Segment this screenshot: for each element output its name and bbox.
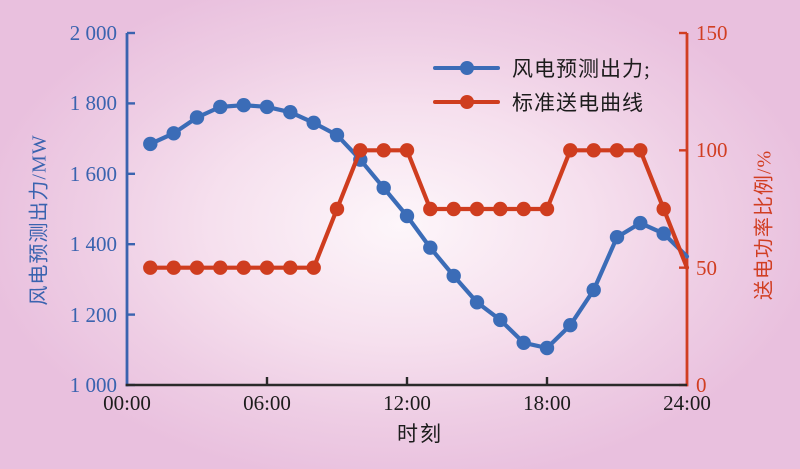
- x-axis-tick-label: 18:00: [523, 391, 571, 415]
- wind-forecast-point: [306, 115, 321, 130]
- standard-curve-point: [259, 260, 275, 275]
- wind-forecast-point: [376, 180, 391, 196]
- x-axis-tick-label: 00:00: [103, 391, 151, 415]
- wind-forecast-point: [586, 282, 601, 298]
- wind-forecast-point: [539, 340, 555, 356]
- right-axis-tick-label: 0: [696, 373, 707, 397]
- standard-curve-point: [586, 143, 601, 158]
- legend: 风电预测出力; 标准送电曲线: [433, 51, 651, 119]
- wind-forecast-point: [259, 99, 275, 115]
- standard-curve-legend-label: 标准送电曲线: [512, 91, 644, 115]
- standard-curve-point: [143, 260, 158, 275]
- left-axis-tick-label: 1 400: [69, 232, 117, 257]
- standard-curve-point: [493, 201, 508, 217]
- right-axis-tick-label: 50: [696, 255, 717, 280]
- standard-curve-point: [376, 143, 391, 158]
- left-axis-tick-label: 2 000: [69, 21, 117, 45]
- wind-forecast-legend-label: 风电预测出力;: [512, 57, 651, 81]
- standard-curve-point: [516, 201, 531, 217]
- wind-forecast-point: [633, 215, 648, 231]
- wind-forecast-point: [469, 295, 485, 310]
- x-axis-tick-label: 06:00: [243, 391, 291, 415]
- standard-curve-point: [539, 201, 555, 217]
- x-axis-title: 时刻: [397, 422, 443, 446]
- standard-curve-point: [399, 143, 415, 158]
- standard-curve-point: [563, 143, 578, 158]
- legend-item-standard-curve: 标准送电曲线: [433, 85, 651, 119]
- left-axis-tick-label: 1 800: [69, 91, 117, 116]
- standard-curve-point: [469, 201, 485, 217]
- standard-curve-point: [213, 260, 228, 275]
- wind-forecast-point: [283, 105, 298, 120]
- standard-curve-point: [189, 260, 205, 275]
- standard-curve-line: [148, 148, 690, 270]
- left-axis-tick-label: 1 600: [69, 161, 117, 186]
- right-axis-tick-label: 150: [696, 21, 728, 45]
- wind-forecast-point: [563, 318, 578, 333]
- standard-curve-point: [423, 201, 438, 217]
- wind-forecast-point: [166, 126, 181, 141]
- standard-curve-point: [283, 260, 298, 275]
- x-axis-tick-label: 24:00: [663, 391, 711, 415]
- left-axis-tick-label: 1 000: [69, 373, 117, 397]
- standard-curve-legend-marker: [433, 95, 500, 109]
- wind-forecast-point: [609, 230, 625, 245]
- x-axis-tick-label: 12:00: [383, 391, 431, 415]
- standard-curve-point: [329, 201, 345, 217]
- standard-curve-point: [166, 260, 181, 275]
- legend-item-wind-forecast: 风电预测出力;: [433, 51, 651, 85]
- left-axis-tick-label: 1 200: [69, 302, 117, 327]
- wind-forecast-point: [236, 98, 251, 113]
- standard-curve-point: [446, 201, 461, 217]
- left-axis-title: 风电预测出力/MW: [28, 134, 51, 306]
- wind-forecast-point: [399, 208, 415, 224]
- wind-forecast-point: [329, 127, 345, 143]
- wind-forecast-point: [423, 240, 438, 255]
- right-axis-tick-label: 100: [696, 138, 728, 163]
- wind-forecast-line: [148, 103, 690, 351]
- standard-curve-point: [609, 143, 625, 158]
- right-axis-title: 送电功率比例/%: [753, 149, 776, 301]
- standard-curve-point: [306, 260, 321, 275]
- wind-forecast-point: [446, 268, 461, 284]
- standard-curve-point: [633, 143, 648, 158]
- wind-forecast-point: [213, 99, 228, 115]
- standard-curve-point: [236, 260, 251, 275]
- wind-forecast-point: [493, 312, 508, 328]
- wind-forecast-point: [656, 226, 671, 241]
- wind-forecast-point: [516, 335, 531, 350]
- wind-forecast-point: [143, 136, 158, 152]
- wind-forecast-legend-marker: [433, 61, 500, 75]
- standard-curve-point: [353, 143, 368, 158]
- standard-curve-point: [656, 201, 671, 217]
- wind-forecast-point: [189, 110, 205, 125]
